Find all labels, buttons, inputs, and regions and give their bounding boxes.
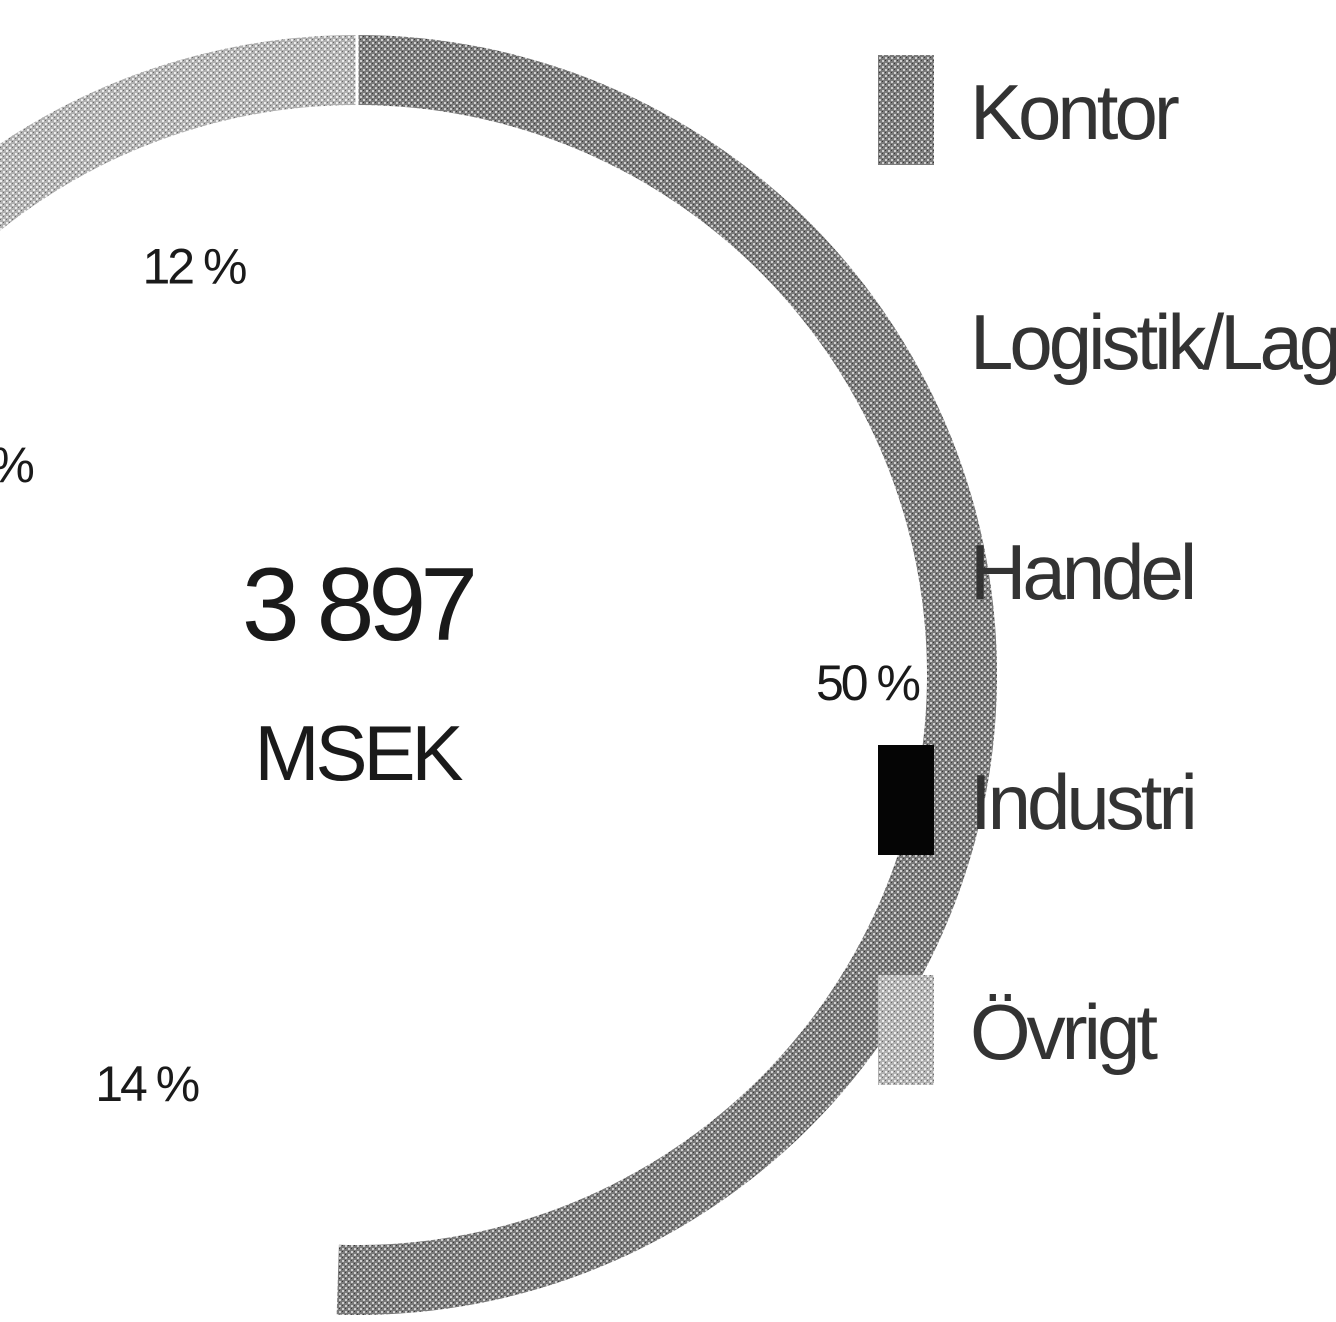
legend-label-kontor: Kontor — [970, 68, 1179, 156]
slice-kontor — [336, 34, 998, 1315]
slice-vrigt — [0, 35, 357, 231]
slice-label-logistik-lager: 14 % — [95, 1056, 199, 1112]
legend-label-logistik-lager: Logistik/Lager — [970, 298, 1336, 386]
legend-label-industri: Industri — [970, 758, 1194, 846]
center-total-unit: MSEK — [254, 709, 463, 797]
legend-swatch-kontor — [878, 55, 934, 165]
slice-label-vrigt: 12 % — [142, 239, 246, 295]
legend-swatch-industri — [878, 745, 934, 855]
legend-item-vrigt: Övrigt — [878, 975, 1162, 1085]
legend-item-logistik-lager: Logistik/Lager — [970, 298, 1336, 386]
legend-item-kontor: Kontor — [878, 55, 1183, 165]
legend-swatch-vrigt — [878, 975, 934, 1085]
slice-labels: 50 %14 %14 %9 %12 % — [0, 239, 922, 1112]
center-total-value: 3 897 — [242, 547, 473, 663]
slice-label-industri: 9 % — [0, 437, 33, 493]
slice-label-kontor: 50 % — [816, 655, 920, 711]
legend-item-industri: Industri — [878, 745, 1198, 855]
legend-label-handel: Handel — [970, 528, 1193, 616]
legend-label-vrigt: Övrigt — [970, 988, 1158, 1076]
legend: Kontor Logistik/Lager Handel Industri Övrigt — [878, 55, 1336, 1085]
legend-item-handel: Handel — [970, 528, 1197, 616]
center-labels: 3 897 MSEK — [242, 547, 479, 797]
donut-slices — [0, 33, 998, 1315]
